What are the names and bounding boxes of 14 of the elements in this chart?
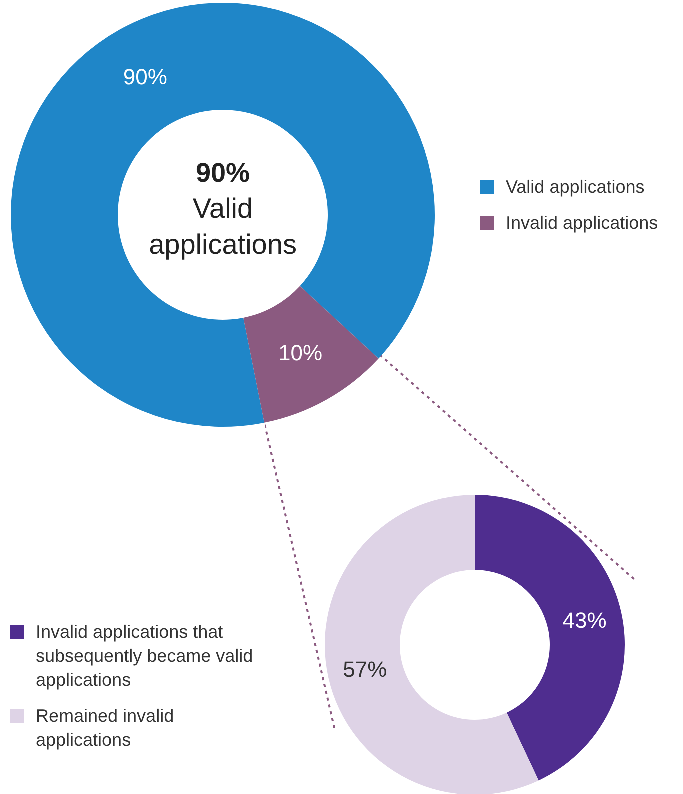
data-label: 10% [278,340,323,366]
text: 90% [194,157,252,190]
data-label: 57% [343,657,388,682]
data-label: 90% [123,64,168,90]
donut-slice [11,3,435,427]
legend-label: Invalid applications that subsequently became valid applications [36,621,254,692]
donut-slice [244,286,379,423]
donut-slice [475,495,625,781]
legend-label: Invalid applications [506,212,658,235]
legend-label: Remained invalid applications [36,705,176,752]
data-label: 43% [562,608,607,633]
legend-label: Valid applications [506,176,645,199]
donut-slice [325,495,539,794]
text: Valid applications [148,192,298,262]
